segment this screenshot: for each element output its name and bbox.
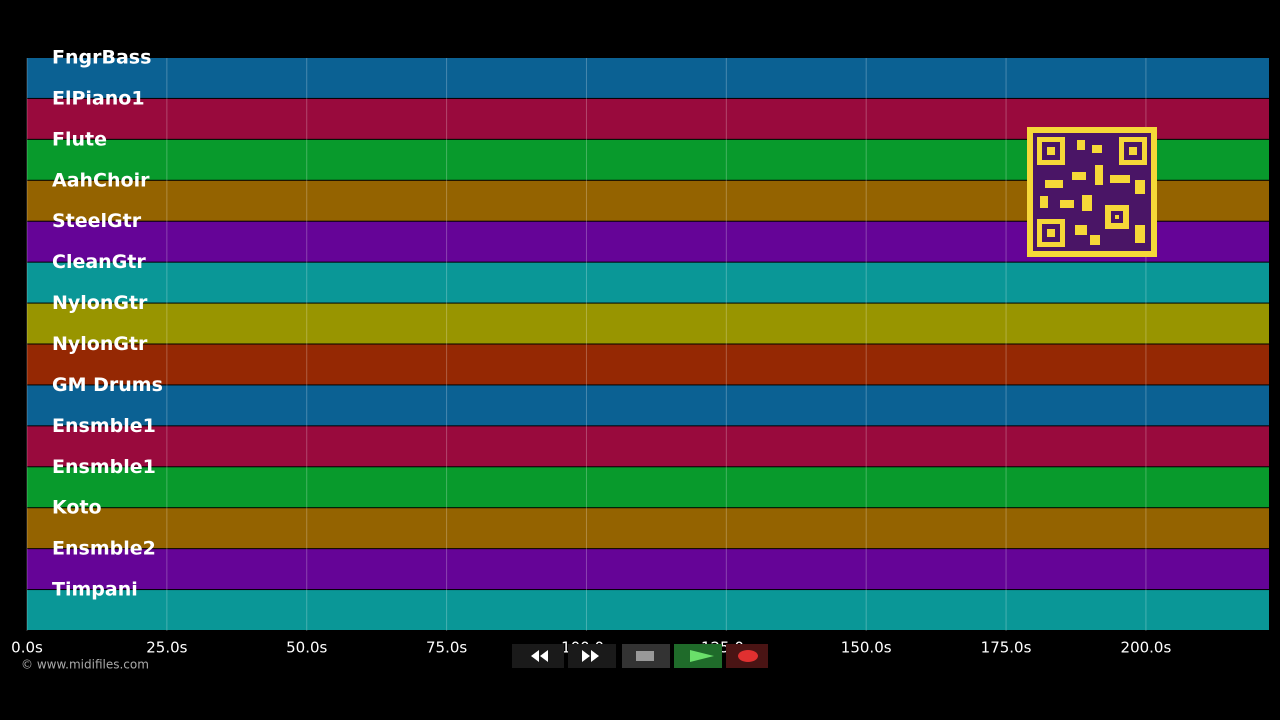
track-label: FngrBass xyxy=(52,47,151,69)
track-band xyxy=(27,549,1269,590)
time-tick-label: 200.0s xyxy=(1121,639,1172,657)
track-label: AahChoir xyxy=(52,169,150,191)
track-band xyxy=(27,467,1269,508)
play-button[interactable] xyxy=(674,644,722,668)
track-band xyxy=(27,590,1269,630)
grid xyxy=(26,58,1147,631)
track-label: CleanGtr xyxy=(52,251,146,273)
time-tick-label: 50.0s xyxy=(286,639,327,657)
track-labels: FngrBass ElPiano1 Flute AahChoir SteelGtr Cle… xyxy=(52,47,163,601)
time-tick-label: 25.0s xyxy=(146,639,187,657)
track-label: Ensmble2 xyxy=(52,538,156,560)
track-band xyxy=(27,426,1269,467)
time-tick-label: 150.0s xyxy=(841,639,892,657)
forward-button[interactable] xyxy=(568,644,616,668)
track-label: ElPiano1 xyxy=(52,87,145,109)
track-band xyxy=(27,58,1269,98)
track-band xyxy=(27,262,1269,303)
track-band xyxy=(27,303,1269,344)
track-label: SteelGtr xyxy=(52,210,142,232)
time-tick-label: 75.0s xyxy=(426,639,467,657)
track-label: Koto xyxy=(52,497,102,519)
copyright: © www.midifiles.com xyxy=(21,658,149,672)
qr-code xyxy=(1027,127,1157,257)
stop-button[interactable] xyxy=(622,644,670,668)
track-label: GM Drums xyxy=(52,374,163,396)
track-label: Ensmble1 xyxy=(52,456,156,478)
track-band xyxy=(27,344,1269,385)
track-label: Flute xyxy=(52,128,107,150)
track-label: Timpani xyxy=(52,579,138,601)
record-button[interactable] xyxy=(726,644,768,668)
track-label: Ensmble1 xyxy=(52,415,156,437)
track-band xyxy=(27,508,1269,549)
rewind-button[interactable] xyxy=(512,644,564,668)
track-label: NylonGtr xyxy=(52,292,148,314)
transport-controls xyxy=(512,644,768,668)
time-tick-label: 175.0s xyxy=(981,639,1032,657)
time-tick-label: 0.0s xyxy=(11,639,43,657)
track-label: NylonGtr xyxy=(52,333,148,355)
track-band xyxy=(27,385,1269,426)
